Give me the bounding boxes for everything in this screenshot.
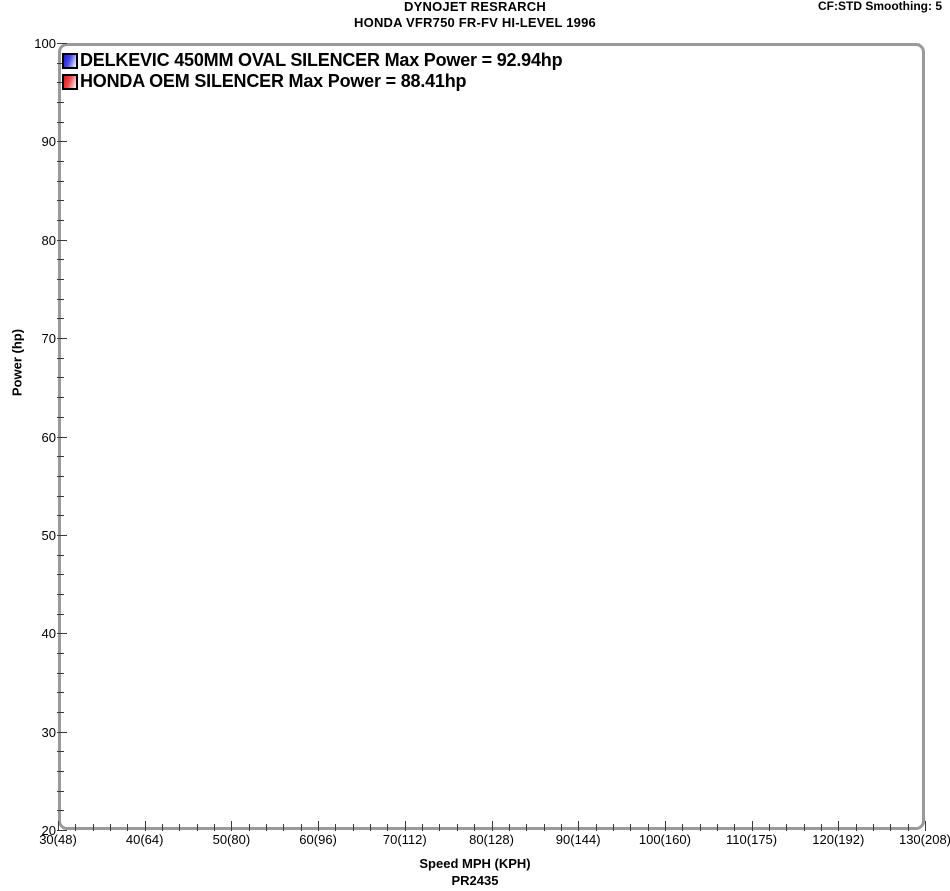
y-tick-label: 70 — [41, 331, 56, 347]
x-tick-label: 120(192) — [812, 832, 865, 847]
x-tick-label: 60(96) — [299, 832, 337, 847]
x-tick-label: 30(48) — [39, 832, 77, 847]
legend-swatch-red-icon — [62, 73, 78, 90]
y-tick-label: 50 — [41, 527, 56, 543]
y-tick-label: 20 — [41, 823, 56, 838]
y-tick-label: 90 — [41, 134, 56, 150]
y-tick-label: 40 — [41, 626, 56, 642]
legend-swatch-blue-icon — [62, 52, 78, 69]
legend-label-honda-oem: HONDA OEM SILENCER Max Power = 88.41hp — [80, 71, 467, 91]
x-tick-label: 90(144) — [555, 832, 601, 847]
y-axis-tick-labels: 20 30 40 50 60 70 80 90 100 — [0, 0, 56, 891]
x-tick-label: 70(112) — [382, 832, 427, 847]
chart-header: DYNOJET RESRARCH HONDA VFR750 FR-FV HI-L… — [0, 0, 950, 36]
header-title-line1: DYNOJET RESRARCH — [404, 0, 546, 14]
plot-frame — [58, 43, 925, 830]
correction-factor-label: CF:STD Smoothing: 5 — [818, 0, 942, 13]
x-tick-label: 110(175) — [726, 832, 778, 847]
x-axis-title: Speed MPH (KPH) — [419, 856, 531, 871]
run-id-label: PR2435 — [451, 873, 499, 888]
y-tick-label: 80 — [41, 232, 56, 248]
y-tick-label: 100 — [34, 36, 56, 51]
x-tick-label: 50(80) — [212, 832, 251, 847]
x-tick-label: 40(64) — [125, 832, 164, 847]
y-tick-label: 30 — [41, 724, 56, 740]
chart-legend: DELKEVIC 450MM OVAL SILENCER Max Power =… — [62, 50, 563, 92]
plot-area — [58, 43, 925, 830]
x-tick-label: 130(208) — [898, 832, 950, 847]
legend-item-delkevic: DELKEVIC 450MM OVAL SILENCER Max Power =… — [62, 50, 563, 71]
x-tick-label: 100(160) — [638, 832, 691, 847]
y-tick-label: 60 — [41, 429, 56, 445]
x-tick-label: 80(128) — [469, 832, 514, 847]
legend-item-honda-oem: HONDA OEM SILENCER Max Power = 88.41hp — [62, 71, 562, 92]
header-title-line2: HONDA VFR750 FR-FV HI-LEVEL 1996 — [354, 15, 596, 30]
legend-label-delkevic: DELKEVIC 450MM OVAL SILENCER Max Power =… — [80, 50, 563, 70]
